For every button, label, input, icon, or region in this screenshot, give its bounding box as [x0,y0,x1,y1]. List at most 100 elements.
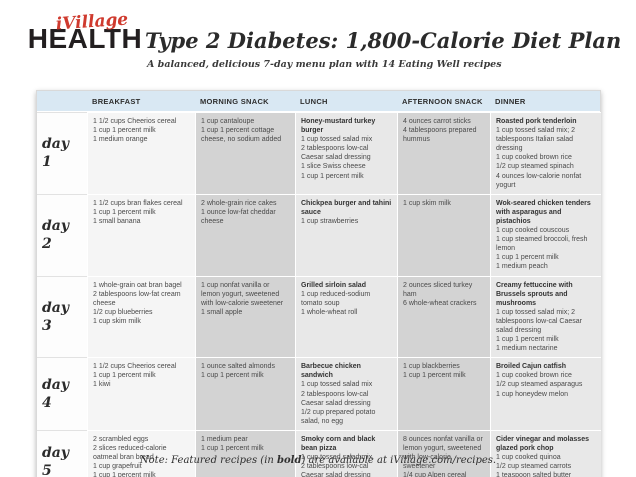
meal-line: 1 cup tossed salad mix; 2 tablespoons It… [496,127,575,153]
recipe-title: Roasted pork tenderloin [496,118,577,125]
meal-line: 1 medium pear [201,435,248,443]
recipe-title: Creamy fettuccine with Brussels sprouts … [496,281,573,307]
meal-line: 1 small apple [201,308,243,316]
meal-line: 1 cup cooked quinoa [496,454,561,462]
meal-line: 1 cup cantaloupe [201,118,255,125]
meal-line: 4 ounces low-calorie nonfat yogurt [496,172,582,189]
meal-line: 1 slice Swiss cheese [301,163,366,171]
meal-plan-table: BREAKFAST MORNING SNACK LUNCH AFTERNOON … [36,90,601,477]
meal-cell-morning-snack: 1 medium pear 1 cup 1 percent milk [195,429,295,477]
day-label: day 1 [37,112,87,194]
meal-line: 1 cup grapefruit [93,463,142,471]
meal-line: 1 cup 1 percent cottage cheese, no sodiu… [201,127,282,144]
meal-line: 1/2 cup steamed asparagus [496,381,583,389]
meal-line: 1 cup cooked brown rice [496,154,572,162]
meal-cell-morning-snack: 1 cup nonfat vanilla or lemon yogurt, sw… [195,275,295,358]
meal-cell-morning-snack: 1 cup cantaloupe 1 cup 1 percent cottage … [195,112,295,194]
meal-cell-dinner: Creamy fettuccine with Brussels sprouts … [490,275,601,358]
meal-line: 2 slices reduced-calorie oatmeal bran br… [93,445,167,462]
meal-line: 1 cup honeydew melon [496,390,568,398]
meal-line: 1 cup cooked couscous [496,227,570,235]
meal-line: 1/4 cup Alpen cereal [403,472,467,477]
recipe-title: Grilled sirloin salad [301,281,366,289]
ivillage-health-logo: iVillage HEALTH [25,9,145,53]
meal-line: 1 1/2 cups Cheerios cereal [93,363,177,371]
recipe-title: Smoky corn and black bean pizza [301,435,376,452]
meal-line: 2 whole-grain rice cakes [201,199,277,207]
meal-line: 1 ounce salted almonds [201,363,275,371]
meal-cell-breakfast: 1 1/2 cups Cheerios cereal 1 cup 1 percen… [87,112,195,194]
recipe-title: Wok-seared chicken tenders with asparagu… [496,199,591,225]
meal-cell-breakfast: 1 whole-grain oat bran bagel 2 tablespoon… [87,275,195,358]
meal-cell-breakfast: 1 1/2 cups bran flakes cereal 1 cup 1 per… [87,193,195,276]
meal-line: 4 tablespoons prepared hummus [403,127,477,144]
meal-cell-lunch: Honey-mustard turkey burger 1 cup tossed … [295,112,397,194]
meal-line: 1 cup 1 percent milk [496,336,559,344]
meal-cell-afternoon-snack: 1 cup blackberries 1 cup 1 percent milk [397,357,490,430]
meal-line: 1 cup skim milk [93,317,141,325]
meal-line: 1 cup 1 percent milk [403,372,466,380]
title-block: Type 2 Diabetes: 1,800-Calorie Diet Plan… [145,28,622,70]
meal-line: 1 cup 1 percent milk [201,445,264,452]
meal-cell-lunch: Chickpea burger and tahini sauce 1 cup st… [295,193,397,276]
meal-cell-lunch: Barbecue chicken sandwich 1 cup tossed sa… [295,357,397,430]
meal-line: 1/2 cup prepared potato salad, no egg [301,408,376,425]
meal-line: 1 cup nonfat vanilla or lemon yogurt, sw… [201,281,284,307]
day-label: day 2 [37,193,87,276]
meal-line: 1 whole-wheat roll [301,308,358,316]
table-row: day 5 2 scrambled eggs 2 slices reduced-ca… [37,429,601,477]
meal-cell-lunch: Grilled sirloin salad 1 cup reduced-sodiu… [295,275,397,358]
meal-line: 1 cup 1 percent milk [93,208,156,216]
footer-note-prefix: Note: Featured recipes (in [139,455,278,466]
meal-line: 1/2 cup blueberries [93,308,153,316]
meal-line: 1 kiwi [93,381,111,389]
table-header-row: BREAKFAST MORNING SNACK LUNCH AFTERNOON … [37,91,600,112]
meal-line: 2 scrambled eggs [93,435,149,443]
meal-cell-dinner: Roasted pork tenderloin 1 cup tossed sala… [490,112,601,194]
meal-line: 4 ounces carrot sticks [403,118,471,125]
meal-line: 1 1/2 cups Cheerios cereal [93,118,177,125]
meal-cell-dinner: Broiled Cajun catfish 1 cup cooked brown … [490,357,601,430]
meal-line: 1 cup tossed salad mix [301,381,373,389]
column-header-afternoon-snack: AFTERNOON SNACK [402,97,483,106]
meal-line: 1 cup 1 percent milk [201,372,264,380]
meal-line: 1 cup tossed salad mix; 2 tablespoons lo… [496,308,582,334]
meal-line: 2 tablespoons low-fat cream cheese [93,290,181,307]
masthead: iVillage HEALTH Type 2 Diabetes: 1,800-C… [0,6,636,86]
meal-line: 6 whole-wheat crackers [403,299,477,307]
meal-line: 1 whole-grain oat bran bagel [93,281,182,289]
meal-line: 1 cup 1 percent milk [93,472,156,477]
meal-line: 1 medium nectarine [496,345,558,353]
recipe-title: Barbecue chicken sandwich [301,363,361,380]
footer-note: Note: Featured recipes (in bold) are ava… [0,455,636,466]
meal-line: 1 cup reduced-sodium tomato soup [301,290,371,307]
meal-cell-dinner: Cider vinegar and molasses glazed pork c… [490,429,601,477]
meal-line: 1 medium peach [496,263,548,271]
page-subtitle: A balanced, delicious 7-day menu plan wi… [147,59,502,70]
meal-cell-afternoon-snack: 2 ounces sliced turkey ham 6 whole-wheat … [397,275,490,358]
meal-line: 1 cup 1 percent milk [93,127,156,135]
meal-line: 1 cup blackberries [403,363,460,371]
meal-line: 1 small banana [93,217,141,225]
meal-line: 1 1/2 cups bran flakes cereal [93,199,183,207]
footer-note-suffix: ) are available at iVillage.com/recipes. [301,455,497,466]
meal-line: 1 cup 1 percent milk [93,372,156,380]
day-column-header [37,91,87,111]
meal-line: 2 tablespoons low-cal Caesar salad dress… [301,390,371,407]
meal-line: 1 medium orange [93,136,148,144]
recipe-title: Chickpea burger and tahini sauce [301,199,392,216]
meal-line: 1 cup 1 percent milk [496,254,559,262]
page-title: Type 2 Diabetes: 1,800-Calorie Diet Plan [145,28,622,53]
meal-cell-afternoon-snack: 1 cup skim milk [397,193,490,276]
meal-line: 1 cup strawberries [301,217,359,225]
meal-line: 2 tablespoons low-cal Caesar salad dress… [301,145,371,162]
meal-cell-afternoon-snack: 8 ounces nonfat vanilla or lemon yogurt,… [397,429,490,477]
meal-line: 2 ounces sliced turkey ham [403,281,473,298]
day-label: day 5 [37,429,87,477]
meal-cell-morning-snack: 2 whole-grain rice cakes 1 ounce low-fat … [195,193,295,276]
meal-cell-afternoon-snack: 4 ounces carrot sticks 4 tablespoons prep… [397,112,490,194]
